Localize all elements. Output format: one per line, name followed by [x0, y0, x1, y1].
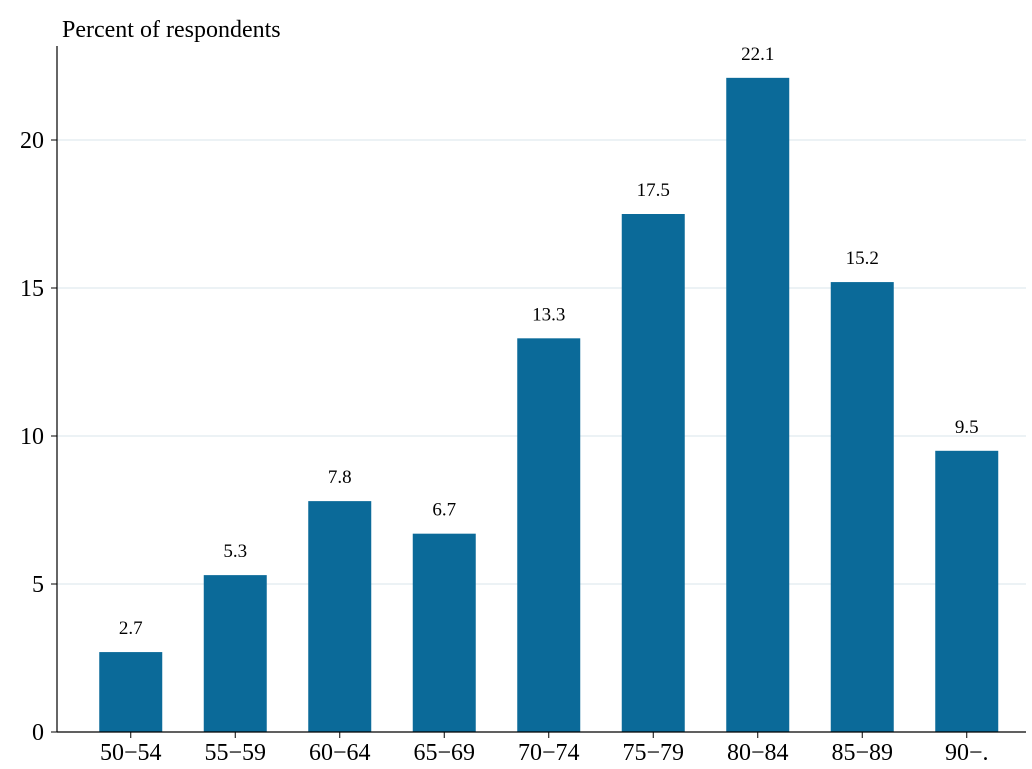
- labels: 2.7 50−54 5.3 55−59 7.8 60−64 6.7 65−69 13.3 70−7…: [20, 44, 989, 766]
- bar-0: [99, 652, 163, 732]
- data-label-1: 5.3: [223, 541, 247, 562]
- x-tick-label-1: 55−59: [204, 740, 266, 766]
- x-tick-label-8: 90−.: [945, 740, 989, 766]
- y-tick-label-10: 10: [20, 424, 44, 450]
- bar-1: [203, 575, 267, 732]
- bar-7: [830, 282, 894, 732]
- data-label-2: 7.8: [328, 467, 352, 488]
- data-label-6: 22.1: [741, 44, 774, 65]
- y-tick-label-20: 20: [20, 128, 44, 154]
- bar-8: [935, 450, 999, 732]
- bar-4: [517, 338, 581, 732]
- axes: [51, 46, 1026, 738]
- x-tick-label-6: 80−84: [727, 740, 789, 766]
- x-tick-label-5: 75−79: [622, 740, 684, 766]
- bar-3: [412, 533, 476, 732]
- y-tick-label-0: 0: [32, 720, 44, 746]
- bar-5: [621, 214, 685, 732]
- data-label-8: 9.5: [955, 417, 979, 438]
- x-tick-label-7: 85−89: [831, 740, 893, 766]
- x-tick-label-4: 70−74: [518, 740, 580, 766]
- x-tick-label-2: 60−64: [309, 740, 371, 766]
- x-tick-label-0: 50−54: [100, 740, 162, 766]
- bar-6: [726, 77, 790, 733]
- data-label-0: 2.7: [119, 618, 143, 639]
- y-axis-label: Percent of respondents: [62, 17, 281, 43]
- bars: [99, 77, 999, 733]
- x-tick-label-3: 65−69: [413, 740, 475, 766]
- y-tick-label-15: 15: [20, 276, 44, 302]
- data-label-5: 17.5: [637, 180, 670, 201]
- y-tick-label-5: 5: [32, 572, 44, 598]
- bar-2: [308, 501, 372, 732]
- data-label-7: 15.2: [846, 248, 879, 269]
- data-label-4: 13.3: [532, 304, 565, 325]
- data-label-3: 6.7: [432, 500, 456, 521]
